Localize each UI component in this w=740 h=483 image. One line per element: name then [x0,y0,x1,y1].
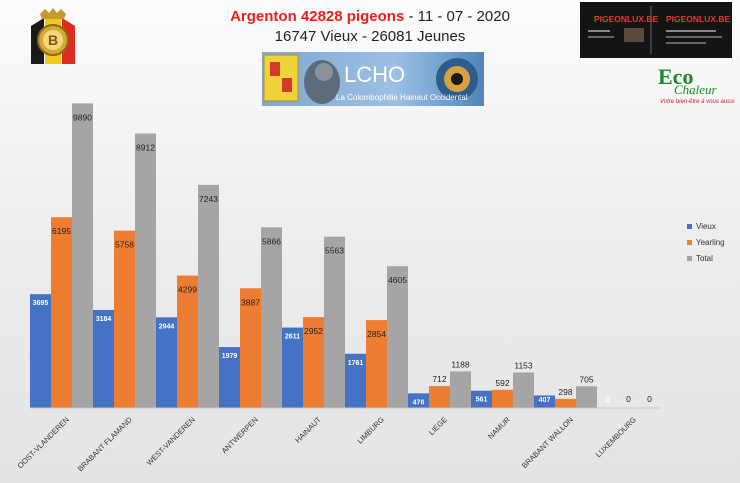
data-label-total: 8912 [136,143,155,153]
data-label-total: 0 [647,394,652,404]
data-label-yearling: 712 [432,374,446,384]
data-label-yearling: 5758 [115,240,134,250]
lcho-name: LCHO [344,62,405,87]
eco-tagline: Votre bien-être à vous aussi [660,99,735,105]
eco-chaleur-logo: Eco Chaleur Votre bien-être à vous aussi [658,64,735,105]
data-label-total: 1188 [451,359,470,369]
chart-title: Argenton 42828 pigeons - 11 - 07 - 2020 [150,8,590,25]
bar-vieux [156,317,177,408]
bar-vieux [534,395,555,408]
lcho-banner: LCHO La Colombophilie Hainaut Occidental [262,52,484,106]
bar-yearling [303,317,324,408]
bar-total [198,184,219,408]
bar-total [324,236,345,408]
x-tick-label: WEST-VANDEREN [145,415,197,467]
data-label-yearling: 4299 [178,285,197,295]
bar-total [576,386,597,408]
x-tick-label: NAMUR [486,415,512,441]
bar-vieux [345,353,366,408]
bar-yearling [240,288,261,408]
x-tick-label: HAINAUT [293,415,323,445]
title-red: Argenton 42828 pigeons [230,8,405,25]
pigeonlux-right-title: PIGEONLUX.BE [666,14,731,24]
data-label-yearling: 592 [495,378,509,388]
data-label-yearling: 0 [626,394,631,404]
eco-main: Eco [658,64,693,89]
data-label-vieux: 476 [413,399,425,406]
x-tick-label: BRABANT FLAMAND [76,415,135,474]
belgium-federation-logo: B [31,8,75,64]
data-label-vieux: 1761 [348,360,364,367]
pigeonlux-left-title: PIGEONLUX.BE [594,14,659,24]
data-label-vieux: 2611 [285,334,300,341]
bar-vieux [93,309,114,408]
data-label-yearling: 3887 [241,297,260,307]
bar-total [513,372,534,408]
legend-swatch-vieux [687,224,692,229]
bar-yearling [429,386,450,408]
chart-subtitle: 16747 Vieux - 26081 Jeunes [274,28,466,45]
bar-total [387,266,408,408]
bar-yearling [366,320,387,408]
bar-yearling [492,389,513,408]
legend-label-total: Total [696,254,713,263]
data-label-total: 7243 [199,194,218,204]
bar-vieux [408,393,429,408]
bar-total [450,371,471,408]
x-tick-label: OOST-VLANDEREN [16,415,71,470]
bar-vieux [471,390,492,408]
data-label-total: 5866 [262,236,281,246]
data-label-vieux: 2944 [159,323,175,330]
bar-vieux [219,347,240,408]
data-label-yearling: 2952 [304,326,323,336]
data-label-vieux: 0 [606,397,610,404]
bar-yearling [51,217,72,408]
data-label-yearling: 2854 [367,329,386,339]
belgium-logo-letter: B [48,32,58,48]
lcho-tagline: La Colombophilie Hainaut Occidental [336,93,468,102]
x-tick-label: ANTWERPEN [220,415,260,455]
data-label-vieux: 1979 [222,353,238,360]
data-label-total: 705 [579,374,593,384]
legend-label-vieux: Vieux [696,222,716,231]
pigeonlux-banner: PIGEONLUX.BE PIGEONLUX.BE [580,2,732,58]
data-label-total: 9890 [73,112,92,122]
data-label-vieux: 561 [476,397,488,404]
bar-yearling [555,398,576,408]
bar-vieux [282,327,303,408]
bar-vieux [30,294,51,408]
x-tick-label: LIMBURG [355,415,386,446]
data-label-vieux: 3184 [96,316,112,323]
data-label-yearling: 298 [558,387,572,397]
bar-yearling [177,275,198,408]
x-tick-label: BRABANT WALLON [520,415,575,470]
data-label-total: 1153 [514,360,533,370]
data-label-vieux: 3695 [33,300,49,307]
legend-label-yearling: Yearling [696,238,725,247]
data-label-total: 4605 [388,275,407,285]
data-label-total: 5563 [325,246,344,256]
eco-sub: Chaleur [674,82,718,97]
data-label-yearling: 6195 [52,226,71,236]
bar-total [261,227,282,408]
bar-yearling [114,230,135,408]
x-tick-label: LIEGE [427,415,449,437]
legend-swatch-yearling [687,240,692,245]
x-tick-label: LUXEMBOURG [594,415,638,459]
legend-swatch-total [687,256,692,261]
title-date: - 11 - 07 - 2020 [404,8,510,25]
bar-total [72,103,93,408]
data-label-vieux: 407 [539,397,551,404]
bar-total [135,133,156,408]
